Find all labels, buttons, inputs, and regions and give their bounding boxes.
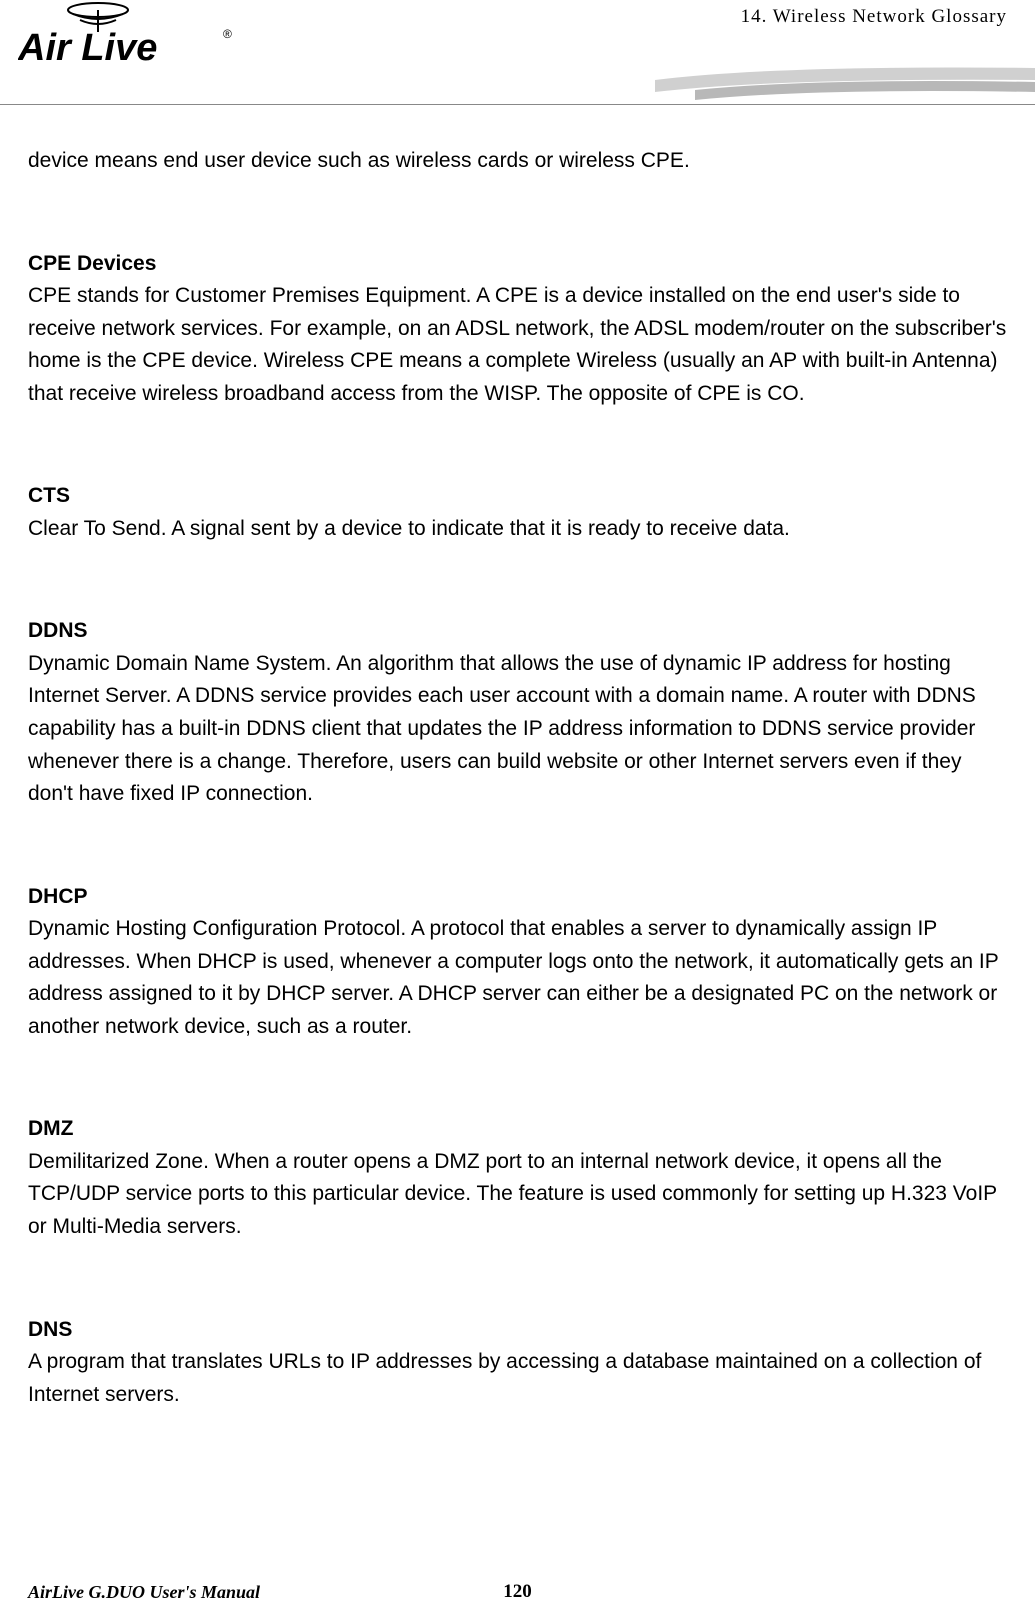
header-swoosh-icon bbox=[655, 60, 1035, 105]
brand-logo: Air Live ® bbox=[18, 0, 238, 75]
page-number: 120 bbox=[503, 1581, 532, 1603]
entry-title: DDNS bbox=[28, 615, 1007, 648]
manual-name: AirLive G.DUO User's Manual bbox=[28, 1582, 260, 1603]
entry-title: CPE Devices bbox=[28, 248, 1007, 281]
page-content: device means end user device such as wir… bbox=[0, 105, 1035, 1411]
glossary-entry: CTS Clear To Send. A signal sent by a de… bbox=[28, 480, 1007, 545]
glossary-entry: DHCP Dynamic Hosting Configuration Proto… bbox=[28, 881, 1007, 1044]
glossary-entry: CPE Devices CPE stands for Customer Prem… bbox=[28, 248, 1007, 411]
glossary-entry: DDNS Dynamic Domain Name System. An algo… bbox=[28, 615, 1007, 810]
entry-body: Clear To Send. A signal sent by a device… bbox=[28, 513, 1007, 546]
chapter-title: 14. Wireless Network Glossary bbox=[741, 6, 1007, 28]
entry-title: CTS bbox=[28, 480, 1007, 513]
svg-text:®: ® bbox=[223, 27, 232, 41]
airlive-logo-icon: Air Live ® bbox=[18, 0, 238, 70]
glossary-entry: DMZ Demilitarized Zone. When a router op… bbox=[28, 1113, 1007, 1243]
entry-body: Demilitarized Zone. When a router opens … bbox=[28, 1146, 1007, 1244]
entry-body: CPE stands for Customer Premises Equipme… bbox=[28, 280, 1007, 410]
entry-body: A program that translates URLs to IP add… bbox=[28, 1346, 1007, 1411]
entry-title: DMZ bbox=[28, 1113, 1007, 1146]
page-footer: AirLive G.DUO User's Manual 120 bbox=[0, 1582, 1035, 1603]
intro-paragraph: device means end user device such as wir… bbox=[28, 145, 1007, 178]
entry-body: Dynamic Domain Name System. An algorithm… bbox=[28, 648, 1007, 811]
entry-body: Dynamic Hosting Configuration Protocol. … bbox=[28, 913, 1007, 1043]
glossary-entry: DNS A program that translates URLs to IP… bbox=[28, 1314, 1007, 1412]
svg-text:Air Live: Air Live bbox=[18, 27, 157, 69]
entry-title: DHCP bbox=[28, 881, 1007, 914]
entry-title: DNS bbox=[28, 1314, 1007, 1347]
page-header: 14. Wireless Network Glossary Air Live ® bbox=[0, 0, 1035, 105]
